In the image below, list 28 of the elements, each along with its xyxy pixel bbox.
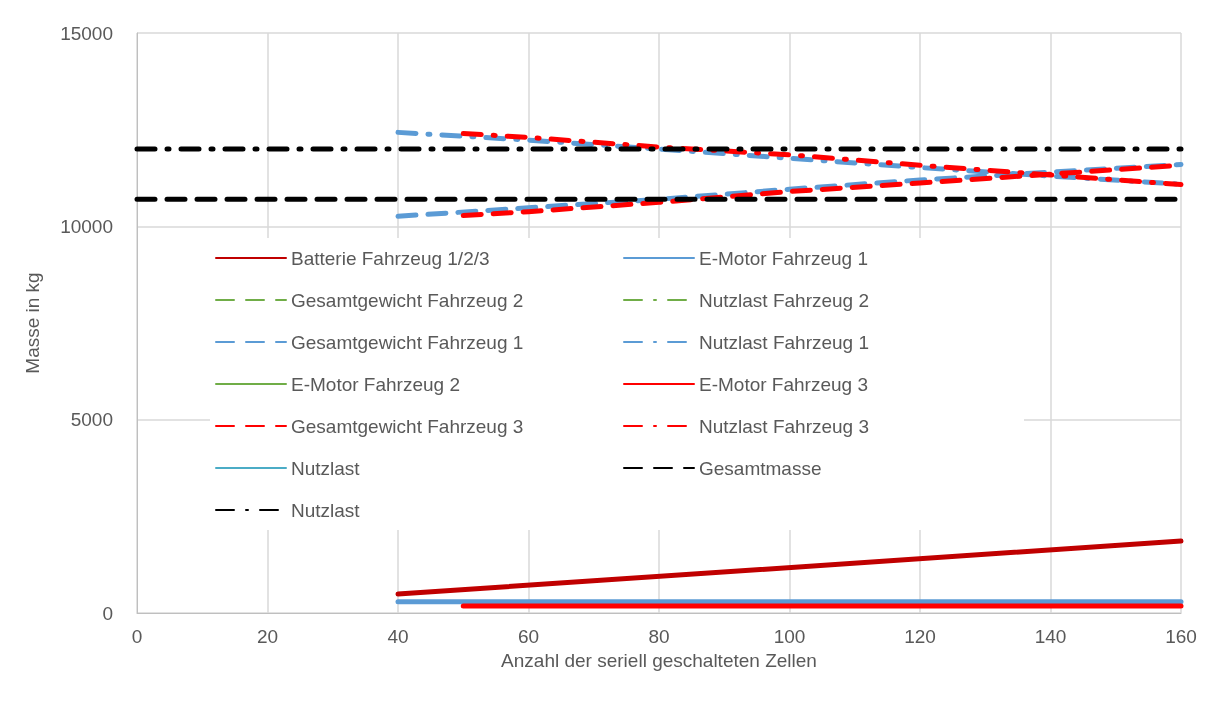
x-tick-label: 100	[773, 626, 806, 647]
x-tick-label: 40	[387, 626, 409, 647]
y-tick-label: 15000	[60, 22, 113, 44]
y-axis-title: Masse in kg	[22, 272, 43, 374]
legend-label: Nutzlast	[291, 457, 361, 479]
x-tick-label: 120	[904, 626, 936, 647]
x-tick-label: 20	[256, 626, 279, 647]
legend-label: Gesamtgewicht Fahrzeug 1	[291, 331, 524, 353]
legend-label: E-Motor Fahrzeug 3	[699, 373, 868, 395]
legend-label: Gesamtgewicht Fahrzeug 2	[291, 289, 524, 311]
x-tick-label: 60	[517, 626, 540, 647]
y-tick-label: 5000	[70, 409, 113, 431]
legend-label: Nutzlast	[291, 499, 361, 521]
legend-label: Nutzlast Fahrzeug 3	[699, 415, 870, 437]
legend-label: Nutzlast Fahrzeug 1	[699, 331, 870, 353]
legend-label: E-Motor Fahrzeug 1	[699, 247, 868, 269]
x-axis-title: Anzahl der seriell geschalteten Zellen	[501, 649, 817, 671]
legend-label: Batterie Fahrzeug 1/2/3	[291, 247, 490, 269]
legend-label: Gesamtgewicht Fahrzeug 3	[291, 415, 524, 437]
legend-label: Nutzlast Fahrzeug 2	[699, 289, 870, 311]
y-tick-label: 0	[102, 602, 113, 624]
legend-label: E-Motor Fahrzeug 2	[291, 373, 460, 395]
x-tick-label: 160	[1165, 626, 1197, 647]
legend-label: Gesamtmasse	[699, 457, 822, 479]
y-tick-label: 10000	[60, 215, 113, 237]
x-tick-label: 80	[648, 626, 670, 647]
x-tick-label: 0	[131, 626, 143, 647]
x-tick-label: 140	[1034, 626, 1067, 647]
